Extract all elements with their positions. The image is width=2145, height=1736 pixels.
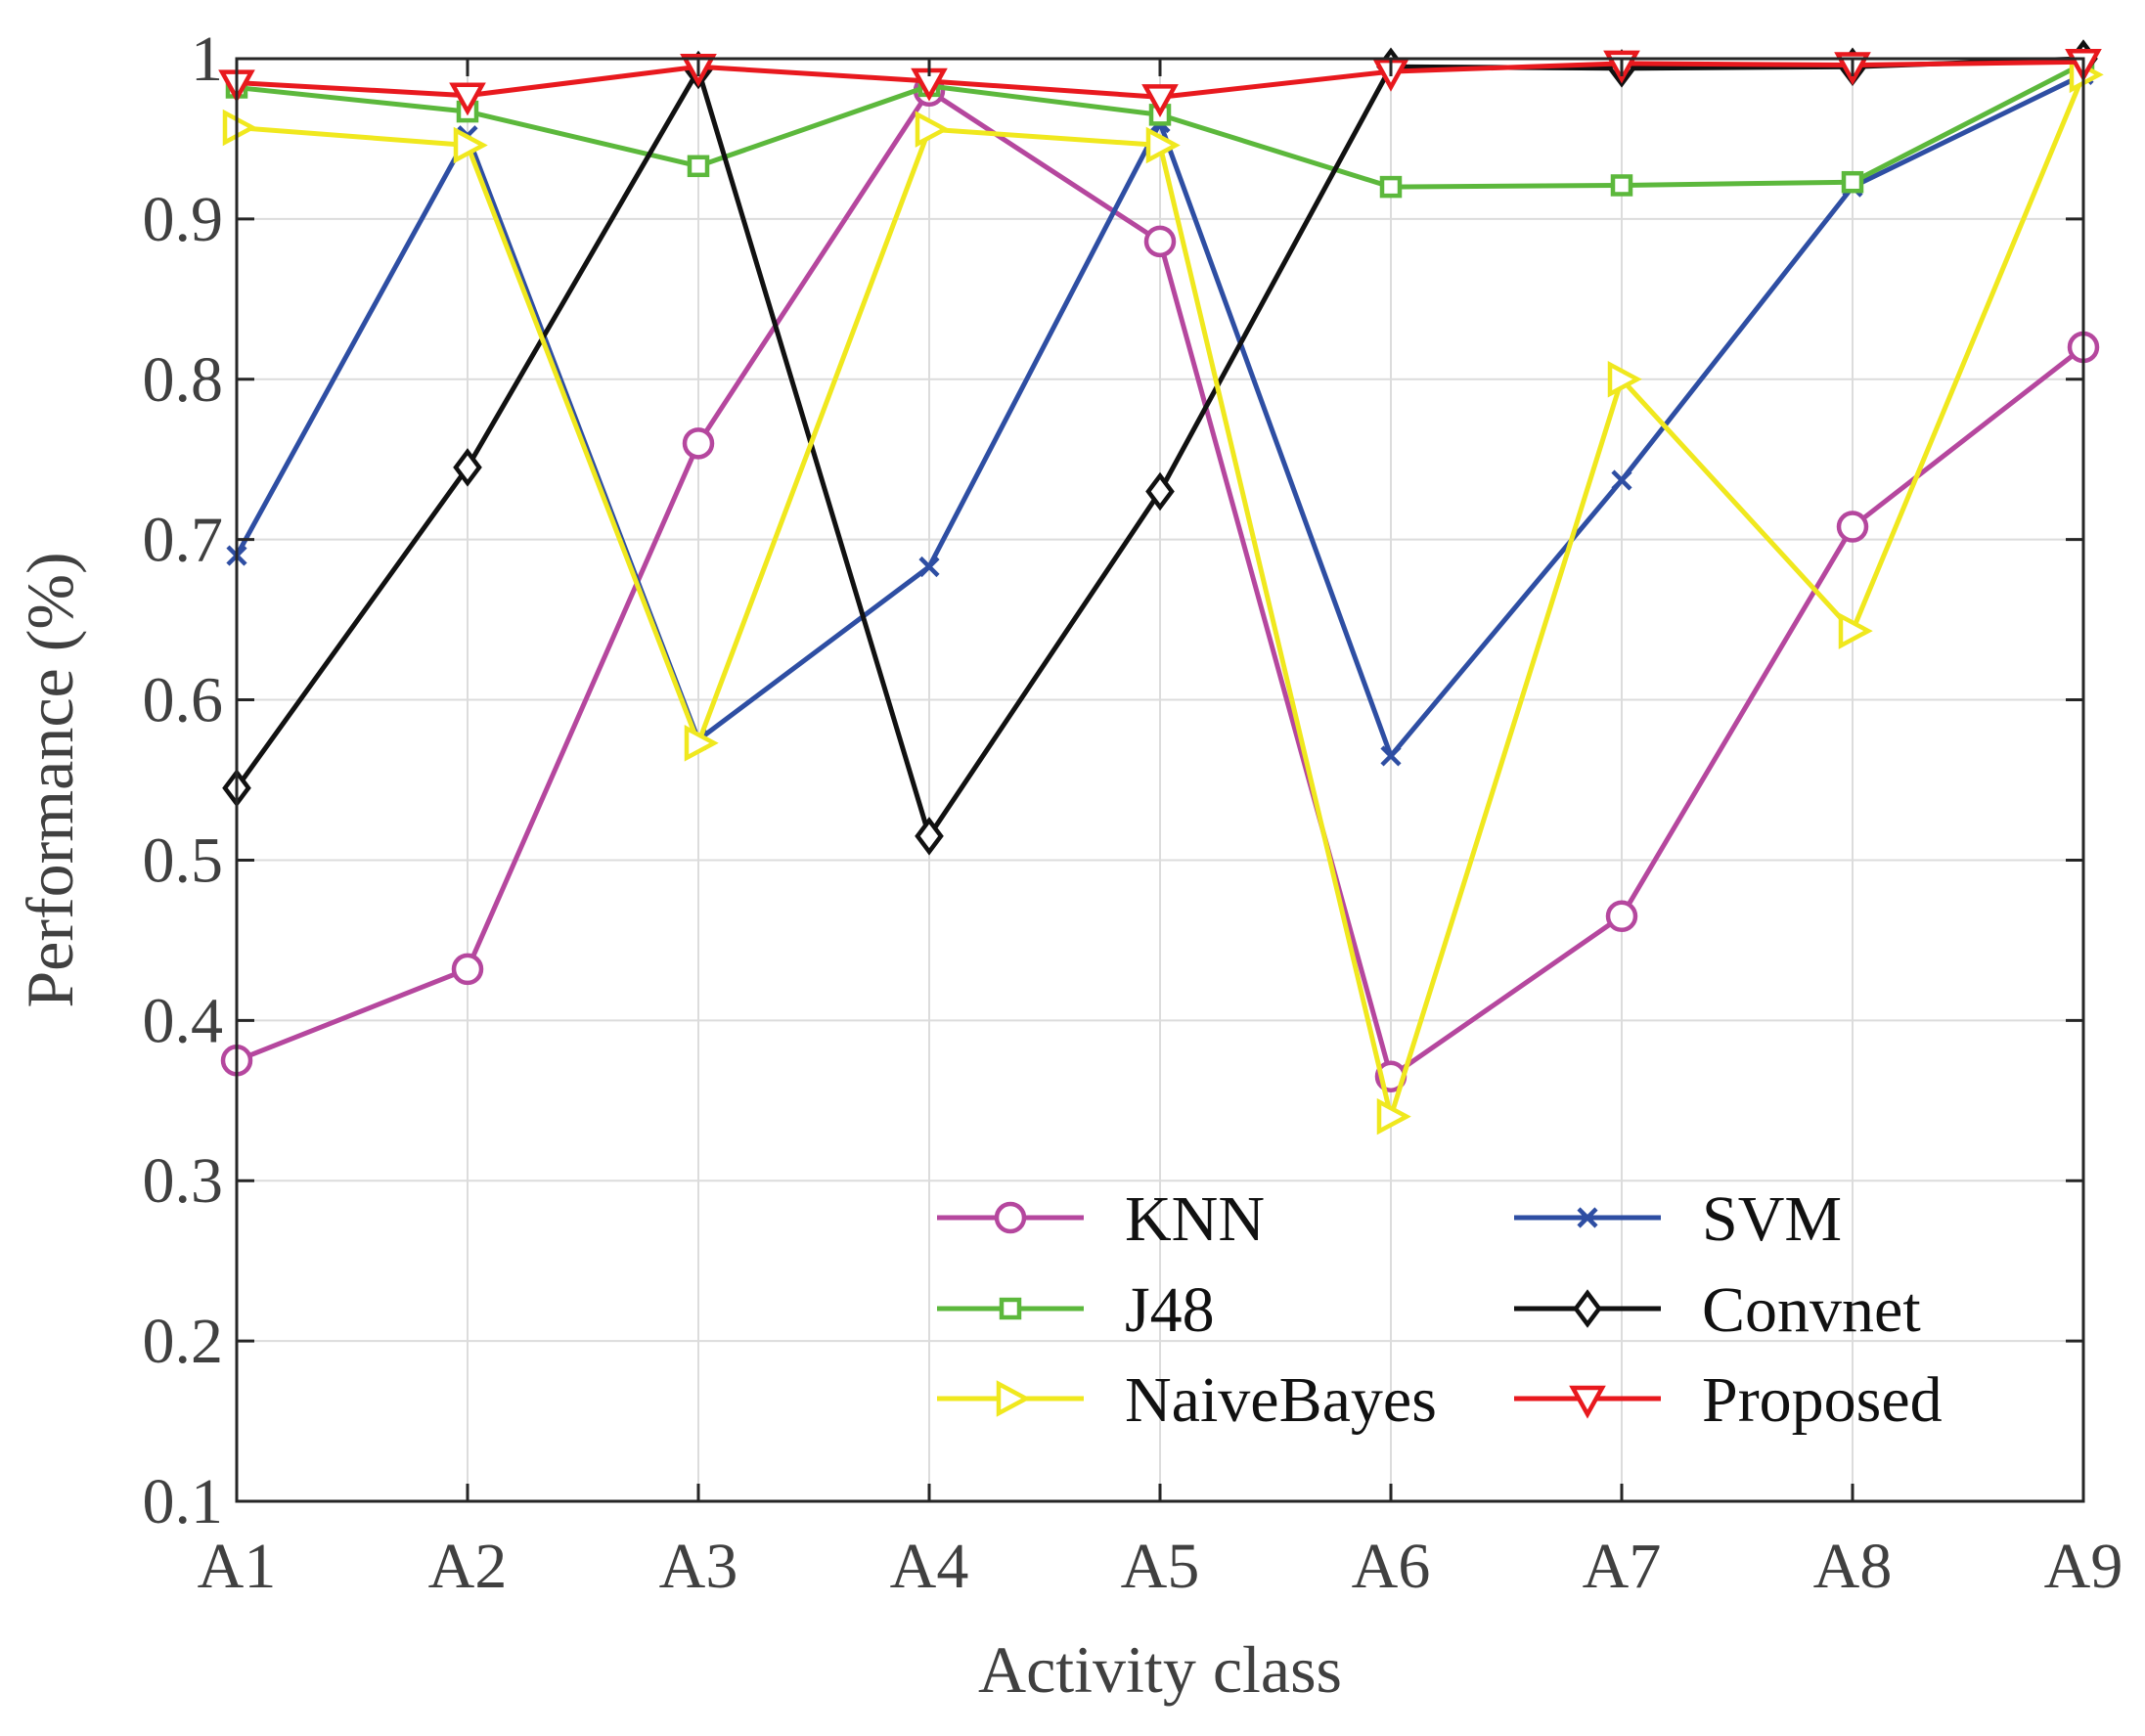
data-point-naivebayes bbox=[453, 126, 488, 164]
data-point-naivebayes bbox=[915, 111, 950, 148]
data-point-knn bbox=[1605, 900, 1638, 933]
x-tick-label: A2 bbox=[428, 1531, 508, 1602]
legend-item-convnet: Convnet bbox=[1514, 1274, 1921, 1346]
data-point-naivebayes bbox=[222, 109, 257, 147]
y-tick-label: 0.6 bbox=[143, 665, 224, 736]
legend-marker-svm bbox=[1577, 1207, 1598, 1228]
y-tick-label: 0.1 bbox=[143, 1466, 224, 1537]
legend-item-svm: SVM bbox=[1514, 1183, 1842, 1255]
data-point-naivebayes bbox=[1145, 126, 1181, 164]
data-point-knn bbox=[682, 427, 715, 460]
x-tick-label: A5 bbox=[1121, 1531, 1200, 1602]
x-tick-label: A3 bbox=[659, 1531, 738, 1602]
data-point-proposed bbox=[1141, 84, 1179, 117]
y-axis-label: Performance (%) bbox=[13, 552, 87, 1007]
data-point-svm bbox=[918, 556, 940, 578]
y-tick-label: 1 bbox=[191, 23, 223, 95]
data-point-proposed bbox=[449, 82, 486, 116]
y-tick-label: 0.8 bbox=[143, 344, 224, 416]
legend-item-proposed: Proposed bbox=[1514, 1364, 1943, 1436]
data-point-convnet bbox=[453, 448, 482, 487]
x-axis-label: Activity class bbox=[978, 1632, 1342, 1707]
legend-marker-convnet bbox=[1573, 1289, 1602, 1328]
x-tick-label: A4 bbox=[890, 1531, 969, 1602]
y-tick-label: 0.7 bbox=[143, 505, 224, 576]
y-tick-label: 0.2 bbox=[143, 1306, 224, 1377]
series-naivebayes bbox=[222, 56, 2104, 1135]
legend-label-naivebayes: NaiveBayes bbox=[1125, 1364, 1437, 1436]
x-tick-label: A1 bbox=[198, 1531, 277, 1602]
data-point-svm bbox=[1611, 469, 1632, 491]
legend-marker-j48 bbox=[999, 1297, 1022, 1320]
data-point-naivebayes bbox=[684, 725, 719, 762]
legend-label-knn: KNN bbox=[1125, 1183, 1265, 1255]
legend-item-knn: KNN bbox=[937, 1183, 1265, 1255]
x-tick-label: A9 bbox=[2044, 1531, 2123, 1602]
legend-label-proposed: Proposed bbox=[1702, 1364, 1943, 1436]
data-point-j48 bbox=[1841, 170, 1864, 194]
y-tick-label: 0.4 bbox=[143, 985, 224, 1056]
axis-ticks: 0.1 0.2 0.3 0.4 0.5 0.6 0.7 0.8 0.9 1 A1 A2 A3 A4 A5 A6… bbox=[143, 23, 2123, 1602]
x-tick-label: A6 bbox=[1352, 1531, 1431, 1602]
x-tick-label: A8 bbox=[1813, 1531, 1893, 1602]
data-point-naivebayes bbox=[1838, 612, 1873, 649]
data-point-knn bbox=[451, 953, 484, 986]
data-point-j48 bbox=[687, 155, 710, 178]
data-point-j48 bbox=[1379, 175, 1403, 199]
legend-marker-knn bbox=[994, 1201, 1027, 1234]
legend-label-j48: J48 bbox=[1125, 1274, 1215, 1346]
data-point-svm bbox=[1380, 745, 1402, 767]
legend-item-naivebayes: NaiveBayes bbox=[937, 1364, 1437, 1436]
y-tick-label: 0.3 bbox=[143, 1145, 224, 1217]
legend-marker-naivebayes bbox=[996, 1380, 1031, 1417]
legend-item-j48: J48 bbox=[937, 1274, 1215, 1346]
y-tick-label: 0.9 bbox=[143, 184, 224, 255]
data-point-knn bbox=[1836, 511, 1869, 543]
y-tick-label: 0.5 bbox=[143, 824, 224, 896]
data-point-naivebayes bbox=[1607, 361, 1642, 398]
data-point-naivebayes bbox=[1376, 1097, 1411, 1135]
legend: KNN SVM J48 Convnet NaiveBayes Proposed bbox=[937, 1183, 1943, 1436]
x-tick-label: A7 bbox=[1583, 1531, 1662, 1602]
data-point-convnet bbox=[1145, 471, 1175, 512]
data-point-convnet bbox=[915, 817, 944, 856]
data-point-j48 bbox=[1610, 174, 1633, 197]
legend-marker-proposed bbox=[1569, 1385, 1606, 1419]
data-point-knn bbox=[1143, 225, 1177, 258]
legend-label-convnet: Convnet bbox=[1702, 1274, 1921, 1346]
legend-label-svm: SVM bbox=[1702, 1183, 1842, 1255]
